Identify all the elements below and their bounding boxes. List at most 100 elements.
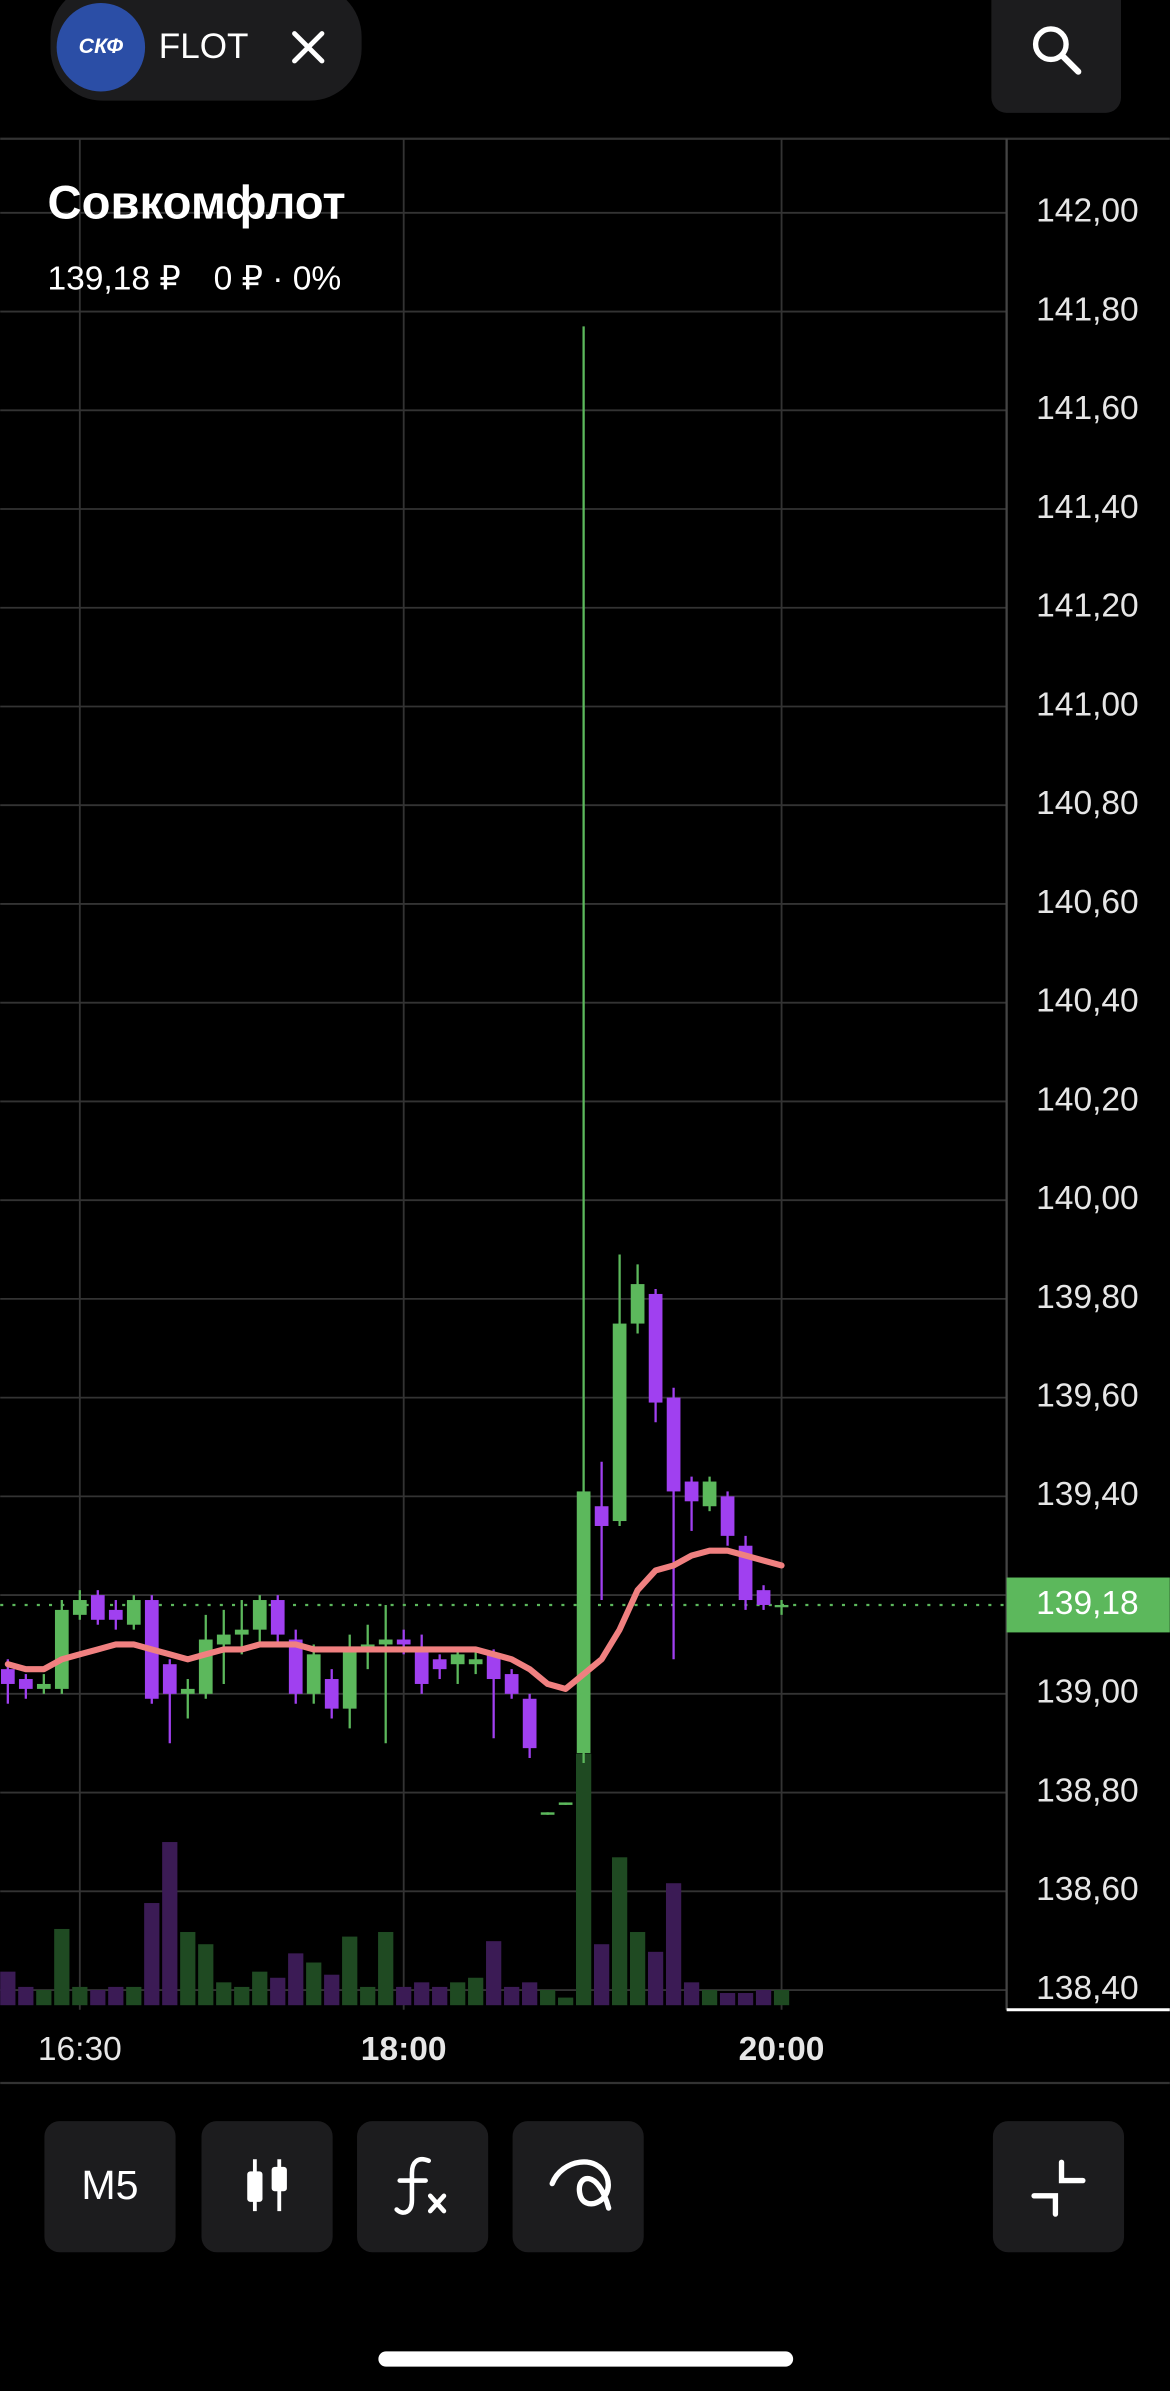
volume-bar bbox=[324, 1974, 340, 2006]
y-tick-label: 140,40 bbox=[1036, 983, 1139, 1020]
candle-body bbox=[288, 1639, 303, 1694]
candle-body bbox=[90, 1595, 105, 1620]
candle-body bbox=[270, 1600, 285, 1635]
volume-bar bbox=[396, 1986, 412, 2006]
volume-bar bbox=[450, 1982, 466, 2006]
volume-bar bbox=[540, 1989, 556, 2006]
last-price-label: 139,18 bbox=[1036, 1585, 1139, 1622]
volume-bar bbox=[611, 1857, 628, 2006]
y-tick-label: 141,80 bbox=[1036, 291, 1139, 328]
candle-body bbox=[594, 1506, 609, 1526]
candle-body bbox=[432, 1659, 447, 1670]
y-tick-label: 140,00 bbox=[1036, 1180, 1139, 1217]
y-tick-label: 139,80 bbox=[1036, 1279, 1139, 1316]
collapse-icon bbox=[1031, 2159, 1086, 2217]
volume-bar bbox=[216, 1982, 232, 2006]
home-indicator bbox=[378, 2351, 794, 2367]
volume-bar bbox=[486, 1941, 502, 2006]
volume-bar bbox=[414, 1982, 430, 2006]
y-tick-label: 138,80 bbox=[1036, 1772, 1139, 1809]
volume-bar bbox=[306, 1962, 322, 2006]
moving-average bbox=[4, 1547, 785, 1692]
candle-body bbox=[234, 1629, 249, 1635]
volume-bar bbox=[468, 1977, 484, 2006]
volume-bar bbox=[342, 1936, 358, 2006]
volume-bar bbox=[18, 1986, 34, 2006]
y-tick-label: 141,20 bbox=[1036, 588, 1139, 625]
volume-bar bbox=[288, 1953, 304, 2006]
volume-bar bbox=[180, 1932, 196, 2006]
candle-body bbox=[774, 1604, 789, 1608]
candle-body bbox=[198, 1639, 213, 1694]
candle-body bbox=[612, 1323, 627, 1522]
volume-bar bbox=[665, 1883, 682, 2006]
candle-body bbox=[54, 1609, 69, 1689]
volume-bar bbox=[198, 1944, 214, 2006]
volume-bar bbox=[360, 1986, 376, 2006]
volume-bar bbox=[558, 1997, 574, 2006]
candle-body bbox=[342, 1649, 357, 1709]
candle-body bbox=[702, 1481, 717, 1507]
y-tick-label: 140,20 bbox=[1036, 1081, 1139, 1118]
volume-bar bbox=[234, 1986, 250, 2006]
volume-bar bbox=[773, 1989, 790, 2006]
candle-body bbox=[576, 1491, 591, 1754]
candle-icon-body bbox=[271, 2166, 287, 2192]
interval-button[interactable] bbox=[44, 2121, 176, 2253]
y-tick-label: 141,00 bbox=[1036, 686, 1139, 723]
volume-bar bbox=[270, 1977, 286, 2006]
volume-bar bbox=[378, 1932, 394, 2006]
instrument-name: Совкомфлот bbox=[47, 176, 345, 229]
candle-body bbox=[306, 1654, 321, 1694]
logo bbox=[56, 3, 146, 92]
candle-body bbox=[0, 1669, 15, 1684]
y-tick-label: 142,00 bbox=[1036, 193, 1139, 230]
candle-body bbox=[540, 1812, 555, 1815]
y-tick-label: 139,00 bbox=[1036, 1674, 1139, 1711]
search-icon-handle bbox=[1059, 53, 1082, 75]
volume-bar bbox=[683, 1982, 700, 2006]
volume-bar bbox=[755, 1989, 772, 2006]
chart-type-button[interactable] bbox=[201, 2121, 333, 2253]
candle-body bbox=[468, 1659, 483, 1665]
candle-body bbox=[108, 1609, 123, 1620]
candle-body bbox=[666, 1397, 681, 1492]
candle-body bbox=[396, 1639, 411, 1645]
volume-bar bbox=[252, 1971, 268, 2006]
candle-body bbox=[126, 1600, 141, 1625]
collapse-button[interactable] bbox=[992, 2121, 1125, 2253]
y-tick-label: 141,60 bbox=[1036, 390, 1139, 427]
candle-body bbox=[72, 1600, 87, 1615]
volume-bar bbox=[144, 1903, 160, 2006]
candle-body bbox=[648, 1293, 663, 1403]
candle-body bbox=[684, 1481, 699, 1502]
x-tick-label: 20:00 bbox=[739, 2031, 825, 2068]
candle-body bbox=[216, 1634, 231, 1645]
instrument-price: 139,18 ₽ bbox=[47, 260, 180, 297]
y-tick-label: 138,60 bbox=[1036, 1871, 1139, 1908]
last-price-tag bbox=[1006, 1577, 1170, 1633]
volume-bar bbox=[108, 1986, 124, 2006]
y-tick-label: 139,40 bbox=[1036, 1476, 1139, 1513]
volume-bar bbox=[629, 1932, 646, 2006]
indicators-button[interactable] bbox=[357, 2121, 489, 2253]
candle-body bbox=[450, 1654, 465, 1665]
volume-bar bbox=[54, 1928, 70, 2006]
y-tick-label: 139,60 bbox=[1036, 1377, 1139, 1414]
close-icon[interactable] bbox=[292, 31, 325, 64]
y-tick-label: 141,40 bbox=[1036, 489, 1139, 526]
x-tick-label: 18:00 bbox=[361, 2031, 447, 2068]
y-tick-label: 140,60 bbox=[1036, 884, 1139, 921]
volume-bar bbox=[522, 1982, 538, 2006]
volume-bar bbox=[72, 1986, 88, 2006]
x-tick-label: 16:30 bbox=[38, 2031, 122, 2068]
candle-body bbox=[558, 1802, 573, 1805]
candle-body bbox=[414, 1649, 429, 1684]
volume-bar bbox=[432, 1986, 448, 2006]
candle-body bbox=[180, 1688, 195, 1694]
candle-icon-body bbox=[247, 2171, 263, 2202]
y-tick-label: 138,40 bbox=[1036, 1970, 1139, 2007]
candle-body bbox=[486, 1654, 501, 1680]
